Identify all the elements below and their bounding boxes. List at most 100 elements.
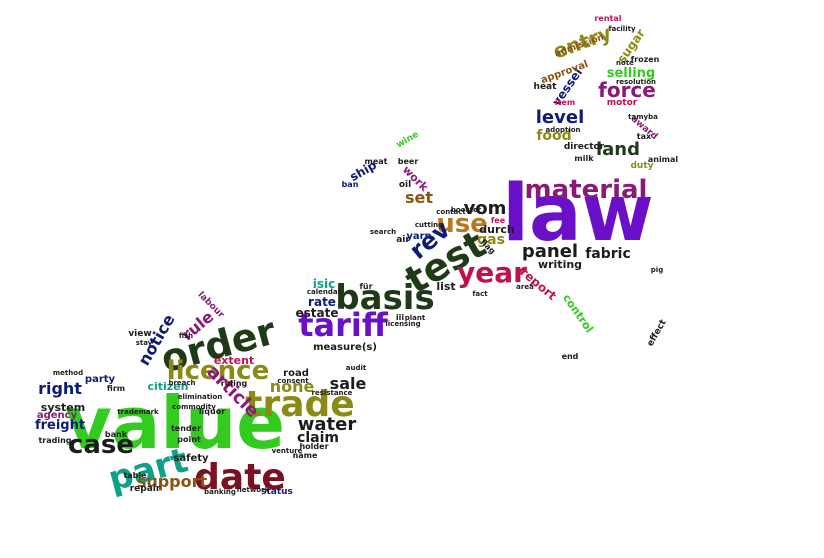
word-59: road xyxy=(283,368,309,379)
word-100: commodity xyxy=(172,402,216,411)
word-31: gas xyxy=(477,232,505,248)
word-29: sale xyxy=(329,374,367,393)
word-111: booster xyxy=(450,205,482,214)
word-53: yarn xyxy=(406,231,432,242)
word-110: area xyxy=(516,282,534,291)
word-106: resistance xyxy=(311,388,353,397)
word-112: contact xyxy=(436,207,466,216)
word-69: air xyxy=(396,234,410,245)
word-2: law xyxy=(502,169,654,259)
word-50: writing xyxy=(537,257,583,271)
word-79: trading xyxy=(38,436,72,445)
word-22: level xyxy=(535,107,585,128)
word-42: citizen xyxy=(147,379,189,393)
word-49: estate xyxy=(295,306,339,320)
word-24: right xyxy=(38,379,82,398)
word-86: rental xyxy=(594,14,622,23)
word-75: ruling xyxy=(220,379,248,388)
word-45: party xyxy=(84,374,116,385)
word-51: list xyxy=(436,279,456,293)
word-19: panel xyxy=(521,241,579,262)
word-81: meat xyxy=(364,157,388,166)
word-56: heat xyxy=(533,81,557,92)
word-13: year xyxy=(457,256,527,289)
word-21: land xyxy=(595,139,640,160)
word-18: force xyxy=(598,78,656,102)
word-90: frozen xyxy=(630,55,660,64)
word-85: item xyxy=(554,98,576,107)
word-35: selling xyxy=(606,65,656,81)
word-48: isic xyxy=(312,277,336,291)
word-96: table xyxy=(123,471,147,480)
word-9: trade xyxy=(245,384,355,425)
word-78: point xyxy=(177,435,201,444)
word-123: network xyxy=(236,485,270,494)
word-1: value xyxy=(64,381,286,465)
word-82: ban xyxy=(341,180,359,189)
word-115: fact xyxy=(472,289,488,298)
word-64: status xyxy=(261,486,293,497)
word-20: vom xyxy=(463,198,507,219)
word-58: measure(s) xyxy=(313,342,377,353)
word-30: claim xyxy=(297,430,339,446)
word-43: system xyxy=(40,400,86,414)
word-12: case xyxy=(67,430,135,460)
word-7: date xyxy=(194,457,286,498)
word-116: licensing xyxy=(385,319,421,328)
word-74: liquor xyxy=(198,407,226,416)
word-66: effect xyxy=(645,317,670,348)
word-72: view xyxy=(128,328,152,339)
word-65: control xyxy=(560,291,596,335)
word-124: pig xyxy=(650,265,664,274)
word-89: end xyxy=(561,352,579,361)
word-3: tariff xyxy=(298,306,388,344)
word-63: repair xyxy=(129,483,161,494)
word-44: agency xyxy=(36,410,78,421)
word-62: director xyxy=(563,141,605,152)
word-10: material xyxy=(524,175,648,205)
word-104: banking xyxy=(204,487,236,496)
word-88: für xyxy=(359,282,373,291)
word-91: fee xyxy=(490,216,506,225)
word-87: iii xyxy=(395,313,405,322)
word-99: breach xyxy=(168,378,196,387)
word-84: animal xyxy=(647,155,679,164)
word-97: fish xyxy=(178,331,194,340)
word-68: oil xyxy=(398,179,412,190)
word-4: basis xyxy=(335,278,435,318)
word-83: milk xyxy=(574,154,594,163)
word-102: trademark xyxy=(117,407,159,416)
word-92: beer xyxy=(397,157,419,166)
word-23: water xyxy=(297,414,357,435)
word-70: motor xyxy=(606,97,638,108)
word-101: elimination xyxy=(177,392,223,401)
word-109: plant xyxy=(404,313,426,322)
word-121: resolution xyxy=(615,77,657,86)
word-122: method xyxy=(52,368,84,377)
word-108: calendar xyxy=(306,287,342,296)
word-40: rate xyxy=(308,295,336,309)
word-103: venture xyxy=(271,446,303,455)
word-67: wine xyxy=(394,129,421,150)
word-33: fabric xyxy=(585,246,631,262)
word-14: use xyxy=(436,209,488,239)
word-114: search xyxy=(369,227,397,236)
word-57: safety xyxy=(173,453,209,464)
word-41: extent xyxy=(213,353,255,367)
word-11: licence xyxy=(166,356,270,386)
word-71: duty xyxy=(630,160,654,171)
word-32: set xyxy=(404,188,434,207)
word-28: none xyxy=(269,377,315,396)
word-118: adoption xyxy=(545,125,581,134)
word-98: stay xyxy=(135,338,153,347)
word-93: tax xyxy=(636,132,652,141)
word-27: support xyxy=(136,472,208,491)
word-105: consent xyxy=(277,376,309,385)
word-34: food xyxy=(536,128,572,144)
word-94: firm xyxy=(106,384,126,393)
word-113: cutting xyxy=(414,220,444,229)
word-73: tender xyxy=(170,424,202,433)
word-120: note xyxy=(616,58,634,67)
word-76: holder xyxy=(299,442,329,451)
